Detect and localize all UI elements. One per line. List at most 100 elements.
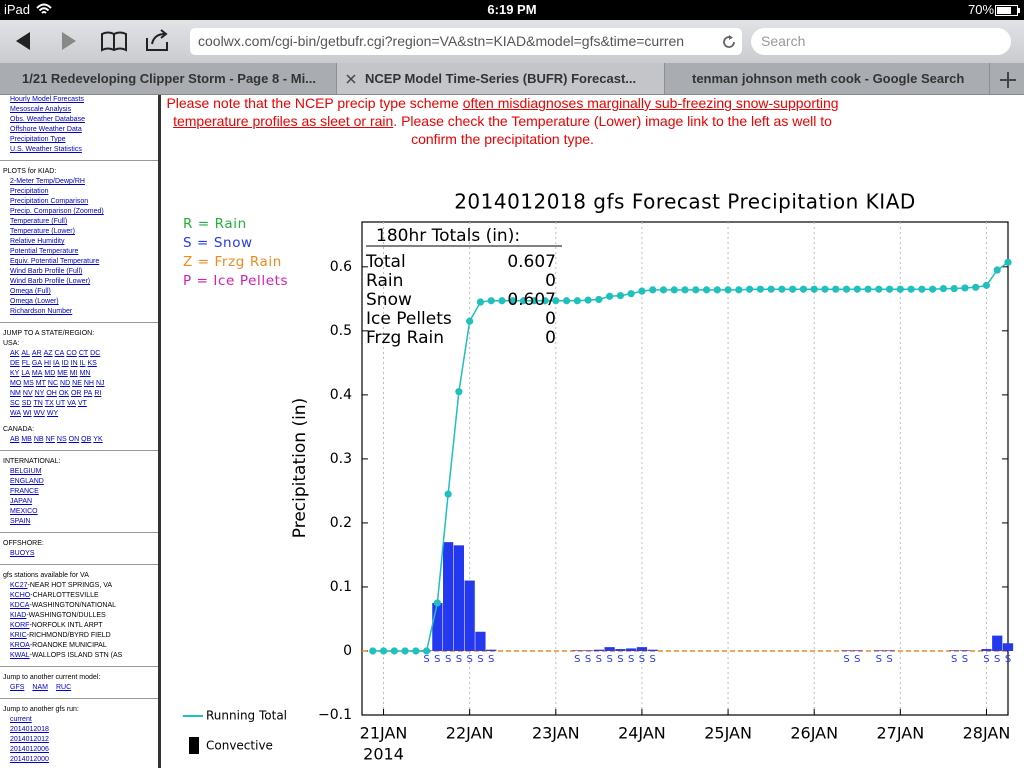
region-link[interactable]: IA: [53, 360, 60, 367]
back-button[interactable]: [16, 32, 30, 50]
tab[interactable]: 1/21 Redeveloping Clipper Storm - Page 8…: [0, 63, 337, 94]
model-link[interactable]: RUC: [55, 684, 72, 691]
region-link[interactable]: BELGIUM: [10, 468, 42, 475]
region-link[interactable]: CA: [54, 350, 65, 357]
address-bar[interactable]: coolwx.com/cgi-bin/getbufr.cgi?region=VA…: [190, 28, 742, 55]
region-link[interactable]: KS: [87, 360, 97, 367]
model-link[interactable]: NAM: [32, 684, 48, 691]
station-link[interactable]: KWAL: [10, 652, 30, 659]
region-link[interactable]: DE: [10, 360, 20, 367]
sidebar-link[interactable]: Precipitation Comparison: [10, 198, 89, 205]
region-link[interactable]: NE: [72, 380, 82, 387]
sidebar-link[interactable]: Hourly Model Forecasts: [10, 96, 84, 103]
sidebar-link[interactable]: 2014012012: [10, 736, 49, 743]
sidebar-link[interactable]: Obs. Weather Database: [10, 116, 85, 123]
share-button[interactable]: [146, 29, 168, 51]
region-link[interactable]: GA: [31, 360, 43, 367]
region-link[interactable]: NY: [34, 390, 45, 397]
region-link[interactable]: BUOYS: [10, 550, 35, 557]
station-link[interactable]: KROA: [10, 642, 30, 649]
region-link[interactable]: DC: [90, 350, 101, 357]
region-link[interactable]: AZ: [43, 350, 53, 357]
region-link[interactable]: ON: [68, 436, 80, 443]
forward-button[interactable]: [62, 32, 76, 50]
region-link[interactable]: OH: [46, 390, 57, 397]
region-link[interactable]: LA: [21, 370, 30, 377]
sidebar-link[interactable]: 2014012006: [10, 746, 49, 753]
region-link[interactable]: FL: [21, 360, 30, 367]
tab-close[interactable]: [346, 74, 356, 84]
sidebar-link[interactable]: Richardson Number: [10, 308, 73, 315]
search-field[interactable]: Search: [751, 28, 1011, 55]
region-link[interactable]: ND: [60, 380, 71, 387]
tab[interactable]: tenman johnson meth cook - Google Search: [665, 63, 990, 94]
sidebar-link[interactable]: U.S. Weather Statistics: [10, 146, 82, 153]
sidebar-link[interactable]: Wind Barb Profile (Lower): [10, 278, 91, 285]
region-link[interactable]: MB: [21, 436, 32, 443]
region-link[interactable]: CT: [78, 350, 89, 357]
region-link[interactable]: CO: [66, 350, 77, 357]
sidebar-link[interactable]: Offshore Weather Data: [10, 126, 82, 133]
region-link[interactable]: AR: [31, 350, 42, 357]
region-link[interactable]: FRANCE: [10, 488, 39, 495]
region-link[interactable]: RI: [94, 390, 102, 397]
sidebar-link[interactable]: Temperature (Full): [10, 218, 68, 225]
region-link[interactable]: ENGLAND: [10, 478, 44, 485]
sidebar-link[interactable]: Equiv. Potential Temperature: [10, 258, 100, 265]
region-link[interactable]: NH: [83, 380, 94, 387]
tab-active[interactable]: NCEP Model Time-Series (BUFR) Forecast..…: [337, 63, 665, 94]
region-link[interactable]: WV: [33, 410, 45, 417]
region-link[interactable]: SPAIN: [10, 518, 31, 525]
region-link[interactable]: TX: [44, 400, 54, 407]
sidebar-link[interactable]: 2-Meter Temp/Dewp/RH: [10, 178, 85, 185]
sidebar-link[interactable]: Temperature (Lower): [10, 228, 75, 235]
region-link[interactable]: SD: [21, 400, 32, 407]
region-link[interactable]: MD: [44, 370, 56, 377]
region-link[interactable]: AL: [21, 350, 30, 357]
region-link[interactable]: NB: [33, 436, 44, 443]
sidebar-link[interactable]: Mesoscale Analysis: [10, 106, 72, 113]
sidebar-link[interactable]: 2014012000: [10, 756, 49, 763]
region-link[interactable]: NF: [45, 436, 55, 443]
sidebar-link[interactable]: 2014012018: [10, 726, 49, 733]
region-link[interactable]: NC: [47, 380, 59, 387]
sidebar-link[interactable]: Potential Temperature: [10, 248, 79, 255]
sidebar-link[interactable]: Relative Humidity: [10, 238, 65, 245]
region-link[interactable]: MT: [35, 380, 46, 387]
region-link[interactable]: KY: [10, 370, 20, 377]
region-link[interactable]: OR: [70, 390, 82, 397]
region-link[interactable]: TN: [33, 400, 43, 407]
sidebar-link[interactable]: Precip. Comparison (Zoomed): [10, 208, 104, 215]
station-link[interactable]: KC27: [10, 582, 28, 589]
notice-link[interactable]: often misdiagnoses marginally sub-freezi…: [173, 95, 839, 129]
region-link[interactable]: NM: [10, 390, 21, 397]
region-link[interactable]: WI: [23, 410, 32, 417]
region-link[interactable]: IL: [79, 360, 86, 367]
station-link[interactable]: KRIC: [10, 632, 27, 639]
region-link[interactable]: VA: [67, 400, 76, 407]
region-link[interactable]: UT: [55, 400, 66, 407]
region-link[interactable]: YK: [93, 436, 103, 443]
region-link[interactable]: MN: [79, 370, 91, 377]
region-link[interactable]: JAPAN: [10, 498, 33, 505]
sidebar-link[interactable]: current: [10, 716, 32, 723]
sidebar-link[interactable]: Precipitation: [10, 188, 49, 195]
bookmarks-button[interactable]: [101, 31, 127, 52]
region-link[interactable]: PA: [83, 390, 93, 397]
sidebar-link[interactable]: Omega (Full): [10, 288, 51, 295]
region-link[interactable]: ID: [61, 360, 69, 367]
region-link[interactable]: QB: [81, 436, 92, 443]
region-link[interactable]: SC: [10, 400, 20, 407]
sidebar-link[interactable]: Wind Barb Profile (Full): [10, 268, 83, 275]
reload-button[interactable]: [721, 34, 737, 50]
region-link[interactable]: AK: [10, 350, 20, 357]
region-link[interactable]: MEXICO: [10, 508, 38, 515]
station-link[interactable]: KORF: [10, 622, 30, 629]
region-link[interactable]: MI: [69, 370, 78, 377]
region-link[interactable]: MA: [31, 370, 43, 377]
new-tab-button[interactable]: [999, 71, 1017, 89]
region-link[interactable]: AB: [10, 436, 20, 443]
region-link[interactable]: WA: [10, 410, 22, 417]
sidebar-link[interactable]: Omega (Lower): [10, 298, 59, 305]
station-link[interactable]: KDCA: [10, 602, 30, 609]
